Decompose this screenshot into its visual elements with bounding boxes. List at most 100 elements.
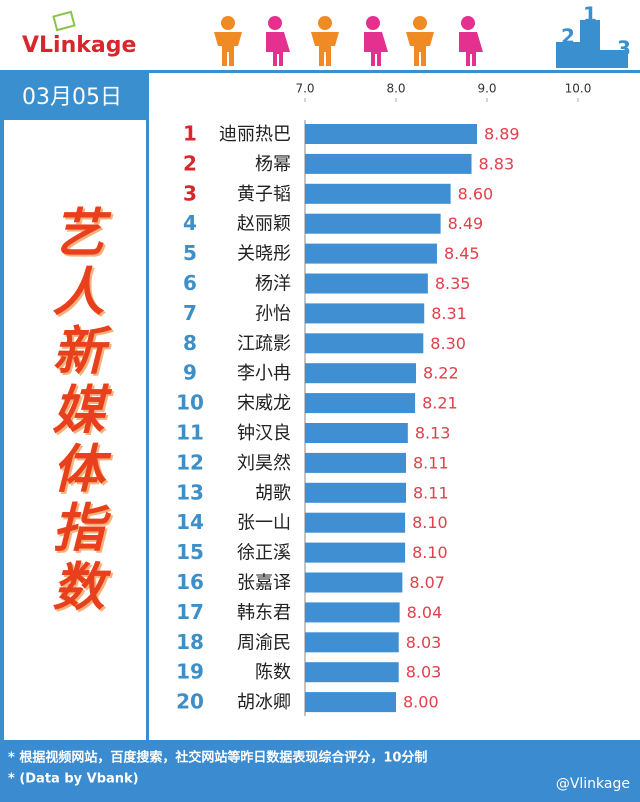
rank: 16 — [176, 570, 204, 594]
bar — [305, 124, 477, 144]
people-icons — [214, 16, 483, 66]
value-label: 8.13 — [415, 424, 451, 443]
rank: 15 — [176, 540, 204, 564]
rank: 18 — [176, 630, 204, 654]
bar — [305, 183, 451, 204]
y-tick-label: 韩东君 — [237, 602, 291, 623]
footer — [0, 740, 640, 802]
y-tick-label: 孙怡 — [255, 303, 291, 324]
bar — [305, 153, 472, 174]
rank: 1 — [183, 122, 197, 146]
x-tick-label: 8.0 — [386, 82, 405, 96]
bar — [305, 393, 416, 414]
logo: VLinkage — [22, 33, 136, 58]
value-label: 8.03 — [406, 663, 442, 682]
note: * (Data by Vbank) — [8, 772, 139, 787]
rank: 11 — [176, 421, 204, 445]
bar — [305, 512, 406, 533]
y-tick-label: 江疏影 — [237, 333, 291, 354]
left-border — [0, 120, 4, 740]
value-label: 8.30 — [430, 334, 466, 353]
value-label: 8.60 — [458, 184, 494, 203]
top-rule — [0, 70, 640, 73]
bar — [305, 482, 407, 503]
bar — [305, 572, 403, 593]
y-tick-label: 周渝民 — [237, 632, 291, 653]
y-tick-label: 宋威龙 — [237, 393, 291, 414]
rank: 3 — [183, 181, 197, 205]
note: * 根据视频网站，百度搜索，社交网站等昨日数据表现综合评分，10分制 — [8, 750, 427, 766]
value-label: 8.45 — [444, 244, 480, 263]
value-label: 8.03 — [406, 633, 442, 652]
y-tick-label: 钟汉良 — [237, 423, 291, 444]
rank: 2 — [183, 151, 197, 175]
y-tick-label: 杨幂 — [255, 154, 291, 175]
value-label: 8.10 — [412, 513, 448, 532]
y-tick-label: 胡冰卿 — [237, 692, 291, 713]
bar — [305, 273, 428, 294]
y-tick-label: 赵丽颖 — [237, 214, 291, 235]
rank: 12 — [176, 450, 204, 474]
value-label: 8.49 — [448, 214, 484, 233]
bar — [305, 602, 400, 623]
y-tick-label: 胡歌 — [255, 483, 291, 504]
rank: 19 — [176, 660, 204, 684]
x-tick-label: 10.0 — [565, 82, 592, 96]
rank: 13 — [176, 480, 204, 504]
bar — [305, 452, 407, 473]
value-label: 8.11 — [413, 483, 449, 502]
bar — [305, 213, 441, 234]
value-label: 8.04 — [407, 603, 443, 622]
rank: 17 — [176, 600, 204, 624]
bar — [305, 662, 399, 683]
podium-label: 2 — [561, 25, 575, 49]
rank: 9 — [183, 361, 197, 385]
y-tick-label: 徐正溪 — [237, 543, 291, 564]
value-label: 8.10 — [412, 543, 448, 562]
value-label: 8.83 — [479, 154, 515, 173]
side-title: 艺人新媒体指数 — [43, 205, 103, 618]
rank: 6 — [183, 271, 197, 295]
bar — [305, 423, 408, 443]
bar — [305, 243, 437, 264]
y-tick-label: 关晓彤 — [237, 244, 291, 265]
podium-label: 1 — [583, 3, 597, 27]
rank: 8 — [183, 331, 197, 355]
bar — [305, 303, 425, 324]
rank: 4 — [183, 211, 197, 235]
rank: 7 — [183, 301, 197, 325]
y-tick-label: 张一山 — [237, 513, 291, 534]
rank: 10 — [176, 391, 204, 415]
rank: 5 — [183, 241, 197, 265]
podium-label: 3 — [617, 37, 631, 61]
value-label: 8.00 — [403, 693, 439, 712]
x-tick-label: 9.0 — [477, 82, 496, 96]
y-tick-label: 刘昊然 — [237, 453, 291, 474]
y-tick-label: 张嘉译 — [237, 573, 291, 594]
value-label: 8.11 — [413, 453, 449, 472]
value-label: 8.07 — [409, 573, 445, 592]
y-tick-label: 黄子韬 — [237, 184, 291, 205]
bar — [305, 333, 424, 354]
rank: 14 — [176, 510, 204, 534]
value-label: 8.35 — [435, 274, 471, 293]
value-label: 8.89 — [484, 125, 520, 144]
value-label: 8.22 — [423, 364, 459, 383]
bar — [305, 692, 396, 713]
podium — [556, 20, 628, 68]
date: 03月05日 — [22, 85, 122, 110]
y-tick-label: 迪丽热巴 — [219, 124, 291, 145]
value-label: 8.21 — [422, 394, 458, 413]
logo-icon — [52, 10, 76, 32]
divider — [146, 73, 149, 740]
bar — [305, 632, 399, 653]
y-tick-label: 杨洋 — [255, 274, 291, 295]
date-band — [0, 73, 148, 120]
bar — [305, 363, 417, 384]
x-tick-label: 7.0 — [295, 82, 314, 96]
rank: 20 — [176, 690, 204, 714]
value-label: 8.31 — [431, 304, 467, 323]
weibo: @Vlinkage — [556, 776, 630, 792]
